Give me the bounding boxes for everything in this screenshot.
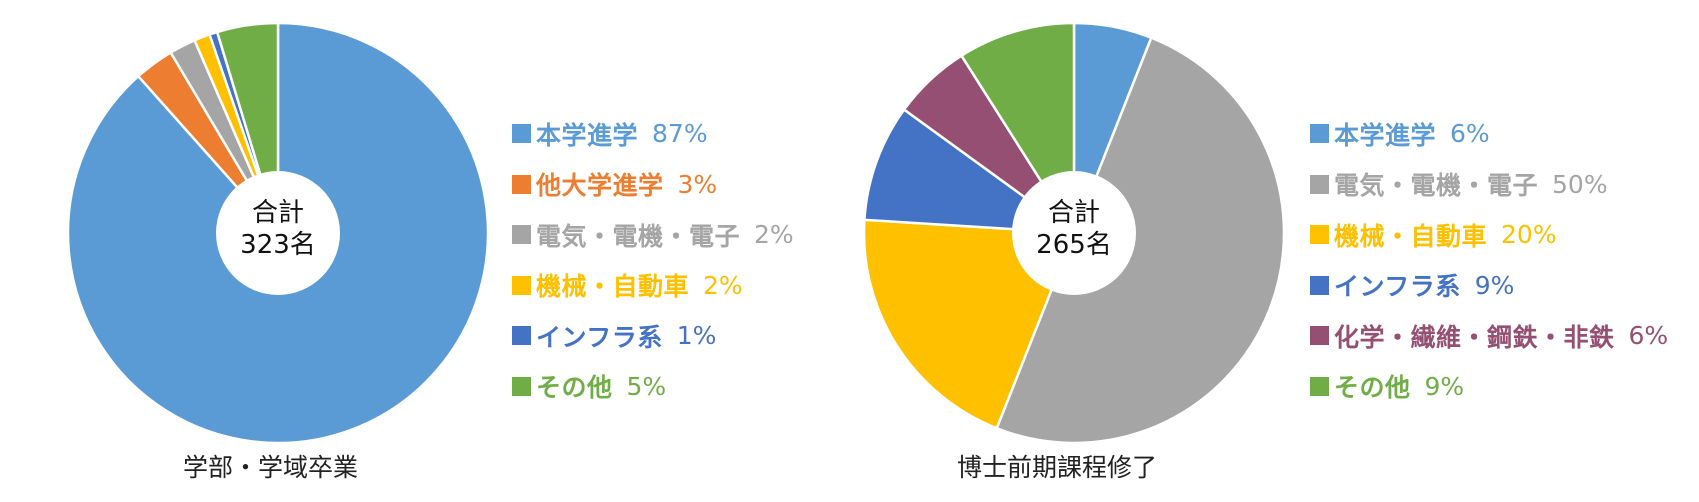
legend-item-5: その他 9% bbox=[1310, 369, 1668, 404]
legend-masters: 本学進学 6% 電気・電機・電子 50% 機械・自動車 20% インフラ系 9% 化学・繊維・鋼… bbox=[1310, 116, 1668, 420]
legend-item-2: 機械・自動車 20% bbox=[1310, 217, 1668, 252]
legend-label: 本学進学 bbox=[536, 120, 639, 150]
legend-item-0: 本学進学 6% bbox=[1310, 116, 1668, 151]
legend-label: 他大学進学 bbox=[536, 171, 664, 201]
legend-label: 電気・電機・電子 bbox=[1334, 171, 1539, 201]
pie-slice-1 bbox=[995, 36, 1286, 445]
legend-undergraduate: 本学進学 87% 他大学進学 3% 電気・電機・電子 2% 機械・自動車 2% インフラ系 1% そ… bbox=[512, 116, 794, 420]
center-value: 265名 bbox=[1036, 230, 1112, 260]
legend-value: 2% bbox=[703, 270, 743, 300]
legend-label: その他 bbox=[1334, 373, 1411, 403]
legend-value: 2% bbox=[754, 220, 794, 250]
center-value: 323名 bbox=[240, 230, 316, 260]
legend-swatch bbox=[512, 124, 531, 143]
legend-item-1: 電気・電機・電子 50% bbox=[1310, 167, 1668, 202]
legend-swatch bbox=[512, 275, 531, 295]
legend-value: 9% bbox=[1424, 371, 1465, 401]
legend-label: 機械・自動車 bbox=[1334, 221, 1488, 251]
pie-center-total-masters: 合計 265名 bbox=[1009, 197, 1139, 261]
legend-value: 6% bbox=[1628, 321, 1669, 351]
legend-label: 電気・電機・電子 bbox=[536, 221, 741, 251]
legend-value: 50% bbox=[1552, 169, 1608, 199]
legend-item-4: インフラ系 1% bbox=[512, 318, 794, 353]
legend-label: その他 bbox=[536, 373, 613, 403]
legend-label: 化学・繊維・鋼鉄・非鉄 bbox=[1334, 322, 1615, 352]
pie-center-hole bbox=[1012, 171, 1136, 295]
legend-item-3: インフラ系 9% bbox=[1310, 268, 1668, 303]
caption-undergraduate: 学部・学域卒業 bbox=[183, 453, 359, 482]
pie-slice-2 bbox=[862, 218, 1076, 430]
legend-label: 機械・自動車 bbox=[536, 272, 690, 302]
legend-label: インフラ系 bbox=[1334, 272, 1461, 302]
legend-item-3: 機械・自動車 2% bbox=[512, 268, 794, 303]
legend-swatch bbox=[1310, 376, 1329, 396]
legend-item-1: 他大学進学 3% bbox=[512, 167, 794, 202]
pie-center-total-undergraduate: 合計 323名 bbox=[213, 197, 343, 261]
legend-item-2: 電気・電機・電子 2% bbox=[512, 217, 794, 252]
center-label: 合計 bbox=[251, 198, 304, 228]
pie-chart-masters bbox=[862, 21, 1286, 445]
legend-item-4: 化学・繊維・鋼鉄・非鉄 6% bbox=[1310, 318, 1668, 353]
legend-value: 20% bbox=[1501, 220, 1557, 250]
center-label: 合計 bbox=[1047, 198, 1100, 228]
legend-value: 5% bbox=[626, 371, 667, 401]
legend-value: 6% bbox=[1450, 119, 1490, 148]
legend-swatch bbox=[1310, 275, 1329, 295]
legend-item-0: 本学進学 87% bbox=[512, 116, 794, 151]
legend-swatch bbox=[512, 376, 531, 396]
legend-swatch bbox=[1310, 124, 1329, 143]
legend-label: インフラ系 bbox=[536, 322, 663, 352]
legend-value: 1% bbox=[676, 321, 717, 351]
pie-chart-undergraduate bbox=[66, 21, 490, 445]
legend-swatch bbox=[1310, 326, 1329, 346]
pie-center-hole bbox=[216, 171, 340, 295]
legend-swatch bbox=[512, 225, 531, 245]
legend-value: 87% bbox=[652, 119, 708, 148]
legend-value: 9% bbox=[1474, 270, 1515, 300]
legend-swatch bbox=[1310, 174, 1329, 194]
legend-value: 3% bbox=[677, 169, 718, 199]
legend-swatch bbox=[1310, 225, 1329, 245]
legend-label: 本学進学 bbox=[1334, 120, 1437, 150]
legend-swatch bbox=[512, 174, 531, 194]
legend-swatch bbox=[512, 326, 531, 346]
caption-masters: 博士前期課程修了 bbox=[957, 453, 1158, 482]
legend-item-5: その他 5% bbox=[512, 369, 794, 404]
